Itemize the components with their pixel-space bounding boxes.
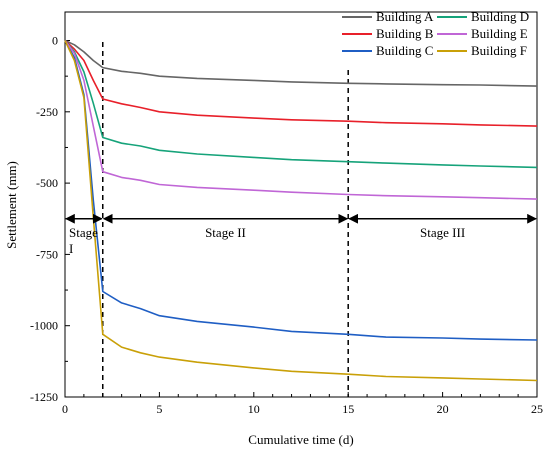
series-line-building-d — [64, 39, 538, 169]
stage-label: Stage III — [420, 225, 465, 240]
x-tick-label: 0 — [62, 402, 68, 416]
legend-label: Building E — [471, 26, 528, 41]
series-line-building-b — [64, 39, 538, 127]
plot-frame — [64, 11, 538, 398]
legend-label: Building F — [471, 43, 527, 58]
legend-label: Building A — [376, 9, 434, 24]
y-tick-label: -500 — [36, 176, 58, 190]
stage-label: Stage II — [205, 225, 246, 240]
series-line-building-e — [64, 40, 538, 200]
y-tick-label: 0 — [52, 34, 58, 48]
legend: Building A Building B Building C Building D… — [342, 9, 529, 58]
y-tick-label: -250 — [36, 105, 58, 119]
legend-label: Building D — [471, 9, 529, 24]
y-axis-title: Settlement (mm) — [4, 161, 19, 249]
x-axis-title: Cumulative time (d) — [248, 432, 353, 447]
x-tick-label: 15 — [342, 402, 354, 416]
x-tick-label: 20 — [437, 402, 449, 416]
series-lines — [64, 39, 538, 382]
x-tick-label: 25 — [531, 402, 543, 416]
y-tick-label: -1000 — [30, 319, 58, 333]
y-tick-label: -750 — [36, 247, 58, 261]
y-tick-label: -1250 — [30, 390, 58, 404]
stage-divider-lines — [102, 42, 349, 397]
axes: 0 5 10 15 20 25 0 -250 -500 -750 -1000 -1250 — [30, 11, 543, 416]
legend-label: Building B — [376, 26, 434, 41]
series-line-building-f — [64, 40, 538, 382]
x-tick-label: 10 — [248, 402, 260, 416]
x-tick-label: 5 — [156, 402, 162, 416]
stage-label: Stage — [69, 225, 98, 240]
stage-label: I — [69, 241, 73, 256]
legend-label: Building C — [376, 43, 433, 58]
series-line-building-a — [64, 39, 538, 87]
